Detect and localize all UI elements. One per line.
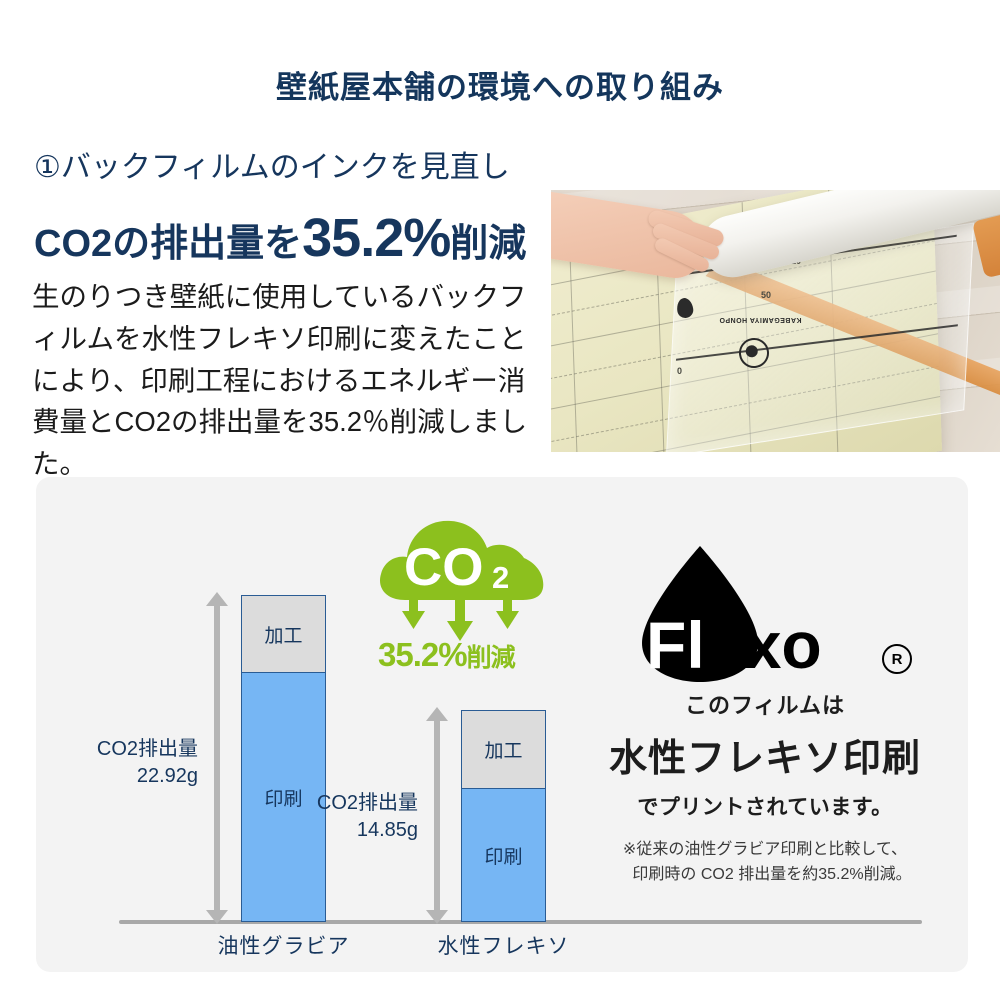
cloud-co2-text: CO: [404, 538, 484, 597]
reduction-value: 35.2%: [378, 636, 468, 673]
bar-water-flexo: 加工 印刷: [461, 710, 546, 922]
flexo-logo-text-outer: exo: [708, 608, 822, 682]
value-label-prefix: CO2排出量: [316, 792, 418, 814]
category-label-water-flexo: 水性フレキソ: [437, 935, 570, 958]
headline-number: 35.2%: [302, 208, 451, 268]
arrow-head-down-icon: [426, 910, 448, 924]
bar-oil-gravure: 加工 印刷: [241, 595, 326, 922]
bar-segment-process: 加工: [462, 711, 545, 789]
value-label-amount: 14.85g: [356, 819, 418, 841]
value-label-oil-gravure: CO2排出量 22.92g: [40, 736, 198, 790]
ruler-mark-0: 0: [677, 366, 683, 376]
category-label-oil-gravure: 油性グラビア: [217, 935, 350, 958]
cloud-co2-subscript: 2: [492, 560, 509, 595]
flexo-note-line2: 印刷時の CO2 排出量を約35.2%削減。: [632, 865, 912, 883]
headline-suffix: 削減: [450, 223, 527, 265]
flexo-logo-text-inner: Fl: [646, 608, 705, 682]
headline-prefix: CO2の排出量を: [34, 223, 303, 265]
registered-trademark-icon: R: [882, 644, 912, 674]
flexo-line2: 水性フレキソ印刷: [608, 738, 921, 780]
flexo-line1: このフィルムは: [684, 693, 846, 718]
reduction-unit: 削減: [466, 644, 516, 672]
arrow-head-down-icon: [206, 910, 228, 924]
value-label-amount: 22.92g: [136, 765, 198, 787]
grid-line: [568, 235, 580, 452]
intro-headline: CO2の排出量を35.2%削減: [34, 205, 564, 273]
arrow-shaft: [434, 719, 440, 912]
arrow-head-up-icon: [206, 592, 228, 606]
product-photo: KABEGAMIYA HONPO 0 50 10: [551, 190, 1000, 452]
brand-stamp-text: KABEGAMIYA HONPO: [719, 316, 802, 323]
value-label-prefix: CO2排出量: [96, 738, 198, 760]
measure-arrow-oil-gravure: [206, 592, 228, 924]
reduction-callout: 35.2%削減: [378, 636, 516, 674]
flexo-block: Fl exo R このフィルムは 水性フレキソ印刷 でプリントされています。 ※…: [600, 540, 930, 888]
flexo-note: ※従来の油性グラビア印刷と比較して、 印刷時の CO2 排出量を約35.2%削減…: [600, 838, 930, 888]
bar-segment-print: 印刷: [462, 789, 545, 921]
arrow-head-up-icon: [426, 707, 448, 721]
page-title: 壁紙屋本舗の環境への取り組み: [276, 70, 724, 105]
film-edge: [675, 324, 958, 361]
measure-arrow-water-flexo: [426, 707, 448, 924]
intro-body: 生のりつき壁紙に使用しているバックフィルムを水性フレキソ印刷に変えたことにより、…: [32, 281, 528, 480]
co2-cloud-icon: CO 2: [380, 520, 544, 641]
value-label-water-flexo: CO2排出量 14.85g: [260, 790, 418, 844]
flexo-logo: Fl exo R: [600, 540, 930, 686]
bar-segment-print: 印刷: [242, 673, 325, 921]
arrow-shaft: [214, 604, 220, 912]
flexo-droplet-icon: Fl exo: [642, 546, 822, 682]
chart-baseline: [119, 920, 922, 924]
flexo-line3: でプリントされています。: [637, 796, 893, 819]
intro-lead: ①バックフィルムのインクを見直し: [34, 151, 510, 184]
flexo-note-line1: ※従来の油性グラビア印刷と比較して、: [622, 841, 908, 858]
bar-segment-process: 加工: [242, 596, 325, 673]
ruler-mark-50: 50: [761, 290, 772, 300]
co2-cloud-badge: CO 2: [375, 505, 550, 645]
